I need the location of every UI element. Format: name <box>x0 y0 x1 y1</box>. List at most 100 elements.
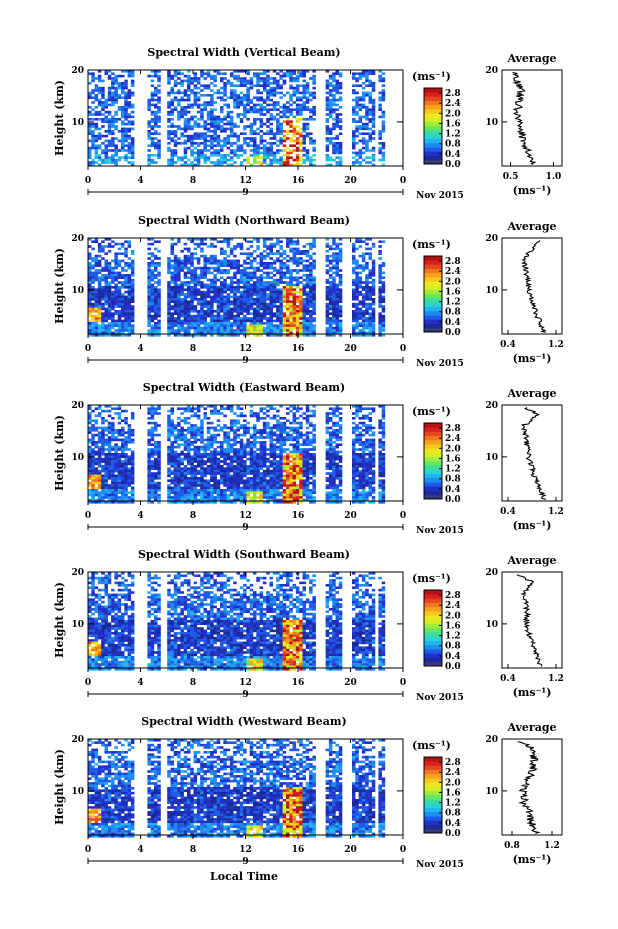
heatmap-cell <box>190 305 194 308</box>
heatmap-cell <box>213 290 217 294</box>
heatmap-cell <box>312 331 316 335</box>
heatmap-cell <box>104 467 108 470</box>
heatmap-cell <box>302 139 306 143</box>
heatmap-cell <box>111 298 115 301</box>
heatmap-cell <box>187 329 191 332</box>
heatmap-cell <box>127 149 132 152</box>
heatmap-cell <box>352 134 356 138</box>
heatmap-cell <box>114 82 118 85</box>
heatmap-cell <box>104 101 108 104</box>
heatmap-cell <box>358 108 363 111</box>
heatmap-cell <box>338 278 343 282</box>
heatmap-cell <box>246 266 250 270</box>
heatmap-cell <box>289 130 293 133</box>
heatmap-cell <box>88 96 92 99</box>
heatmap-cell <box>338 106 343 109</box>
heatmap-cell <box>249 259 254 263</box>
heatmap-cell <box>371 317 376 320</box>
heatmap-cell <box>289 151 293 155</box>
heatmap-cell <box>170 156 174 159</box>
heatmap-cell <box>104 281 108 284</box>
heatmap-cell <box>94 421 99 425</box>
colorbar-swatch <box>424 151 442 156</box>
heatmap-cell <box>150 501 155 504</box>
heatmap-cell <box>309 290 313 294</box>
heatmap-cell <box>282 144 287 147</box>
heatmap-cell <box>312 334 316 337</box>
heatmap-cell <box>335 310 339 313</box>
heatmap-cell <box>332 252 336 255</box>
heatmap-cell <box>358 127 363 131</box>
heatmap-cell <box>289 307 293 311</box>
heatmap-cell <box>101 295 105 299</box>
heatmap-cell <box>150 283 155 287</box>
heatmap-cell <box>256 288 260 291</box>
heatmap-cell <box>114 283 118 287</box>
heatmap-cell <box>121 266 125 270</box>
heatmap-cell <box>114 259 118 263</box>
heatmap-cell <box>107 300 112 303</box>
heatmap-cell <box>114 479 118 482</box>
heatmap-cell <box>220 262 224 265</box>
heatmap-cell <box>312 240 316 243</box>
heatmap-cell <box>97 412 102 415</box>
heatmap-cell <box>338 324 343 327</box>
heatmap-cell <box>229 324 234 327</box>
heatmap-cell <box>243 110 247 114</box>
colorbar-tick-label: 1.6 <box>445 119 461 129</box>
heatmap-cell <box>358 283 363 287</box>
y-tick-label: 20 <box>71 66 84 76</box>
heatmap-cell <box>170 245 174 248</box>
heatmap-cell <box>371 262 376 265</box>
heatmap-cell <box>180 298 184 301</box>
heatmap-cell <box>338 300 343 303</box>
heatmap-cell <box>167 283 171 287</box>
heatmap-cell <box>368 238 372 241</box>
heatmap-cell <box>196 82 201 85</box>
heatmap-cell <box>114 262 118 265</box>
heatmap-cell <box>127 286 132 289</box>
heatmap-cell <box>130 137 135 140</box>
heatmap-cell <box>292 298 297 301</box>
heatmap-cell <box>107 424 112 427</box>
heatmap-cell <box>239 274 244 277</box>
heatmap-cell <box>121 481 125 485</box>
heatmap-cell <box>91 290 95 294</box>
heatmap-cell <box>243 319 247 323</box>
heatmap-cell <box>253 250 257 253</box>
heatmap-cell <box>325 326 330 330</box>
heatmap-cell <box>94 86 99 90</box>
heatmap-cell <box>233 281 237 284</box>
heatmap-cell <box>91 486 95 490</box>
heatmap-cell <box>104 491 108 494</box>
heatmap-cell <box>262 257 267 260</box>
heatmap-cell <box>249 276 254 279</box>
heatmap-cell <box>111 407 115 410</box>
heatmap-cell <box>150 139 155 143</box>
heatmap-cell <box>226 302 231 306</box>
profile-y-tick-label: 20 <box>485 66 498 76</box>
heatmap-cell <box>117 262 122 265</box>
heatmap-cell <box>253 302 257 306</box>
heatmap-cell <box>259 274 264 277</box>
heatmap-cell <box>170 137 174 140</box>
heatmap-cell <box>355 158 359 162</box>
heatmap-cell <box>282 276 287 279</box>
heatmap-cell <box>114 110 118 114</box>
heatmap-cell <box>104 300 108 303</box>
heatmap-cell <box>193 142 198 145</box>
heatmap-cell <box>147 149 151 152</box>
heatmap-cell <box>107 139 112 143</box>
heatmap-cell <box>269 242 273 246</box>
heatmap-cell <box>91 96 95 99</box>
heatmap-cell <box>111 295 115 299</box>
heatmap-cell <box>101 436 105 439</box>
heatmap-cell <box>213 120 217 123</box>
heatmap-cell <box>243 262 247 265</box>
heatmap-cell <box>101 247 105 251</box>
heatmap-cell <box>193 72 198 75</box>
heatmap-cell <box>117 329 122 332</box>
heatmap-cell <box>233 151 237 155</box>
heatmap-cell <box>289 113 293 116</box>
heatmap-cell <box>111 120 115 123</box>
